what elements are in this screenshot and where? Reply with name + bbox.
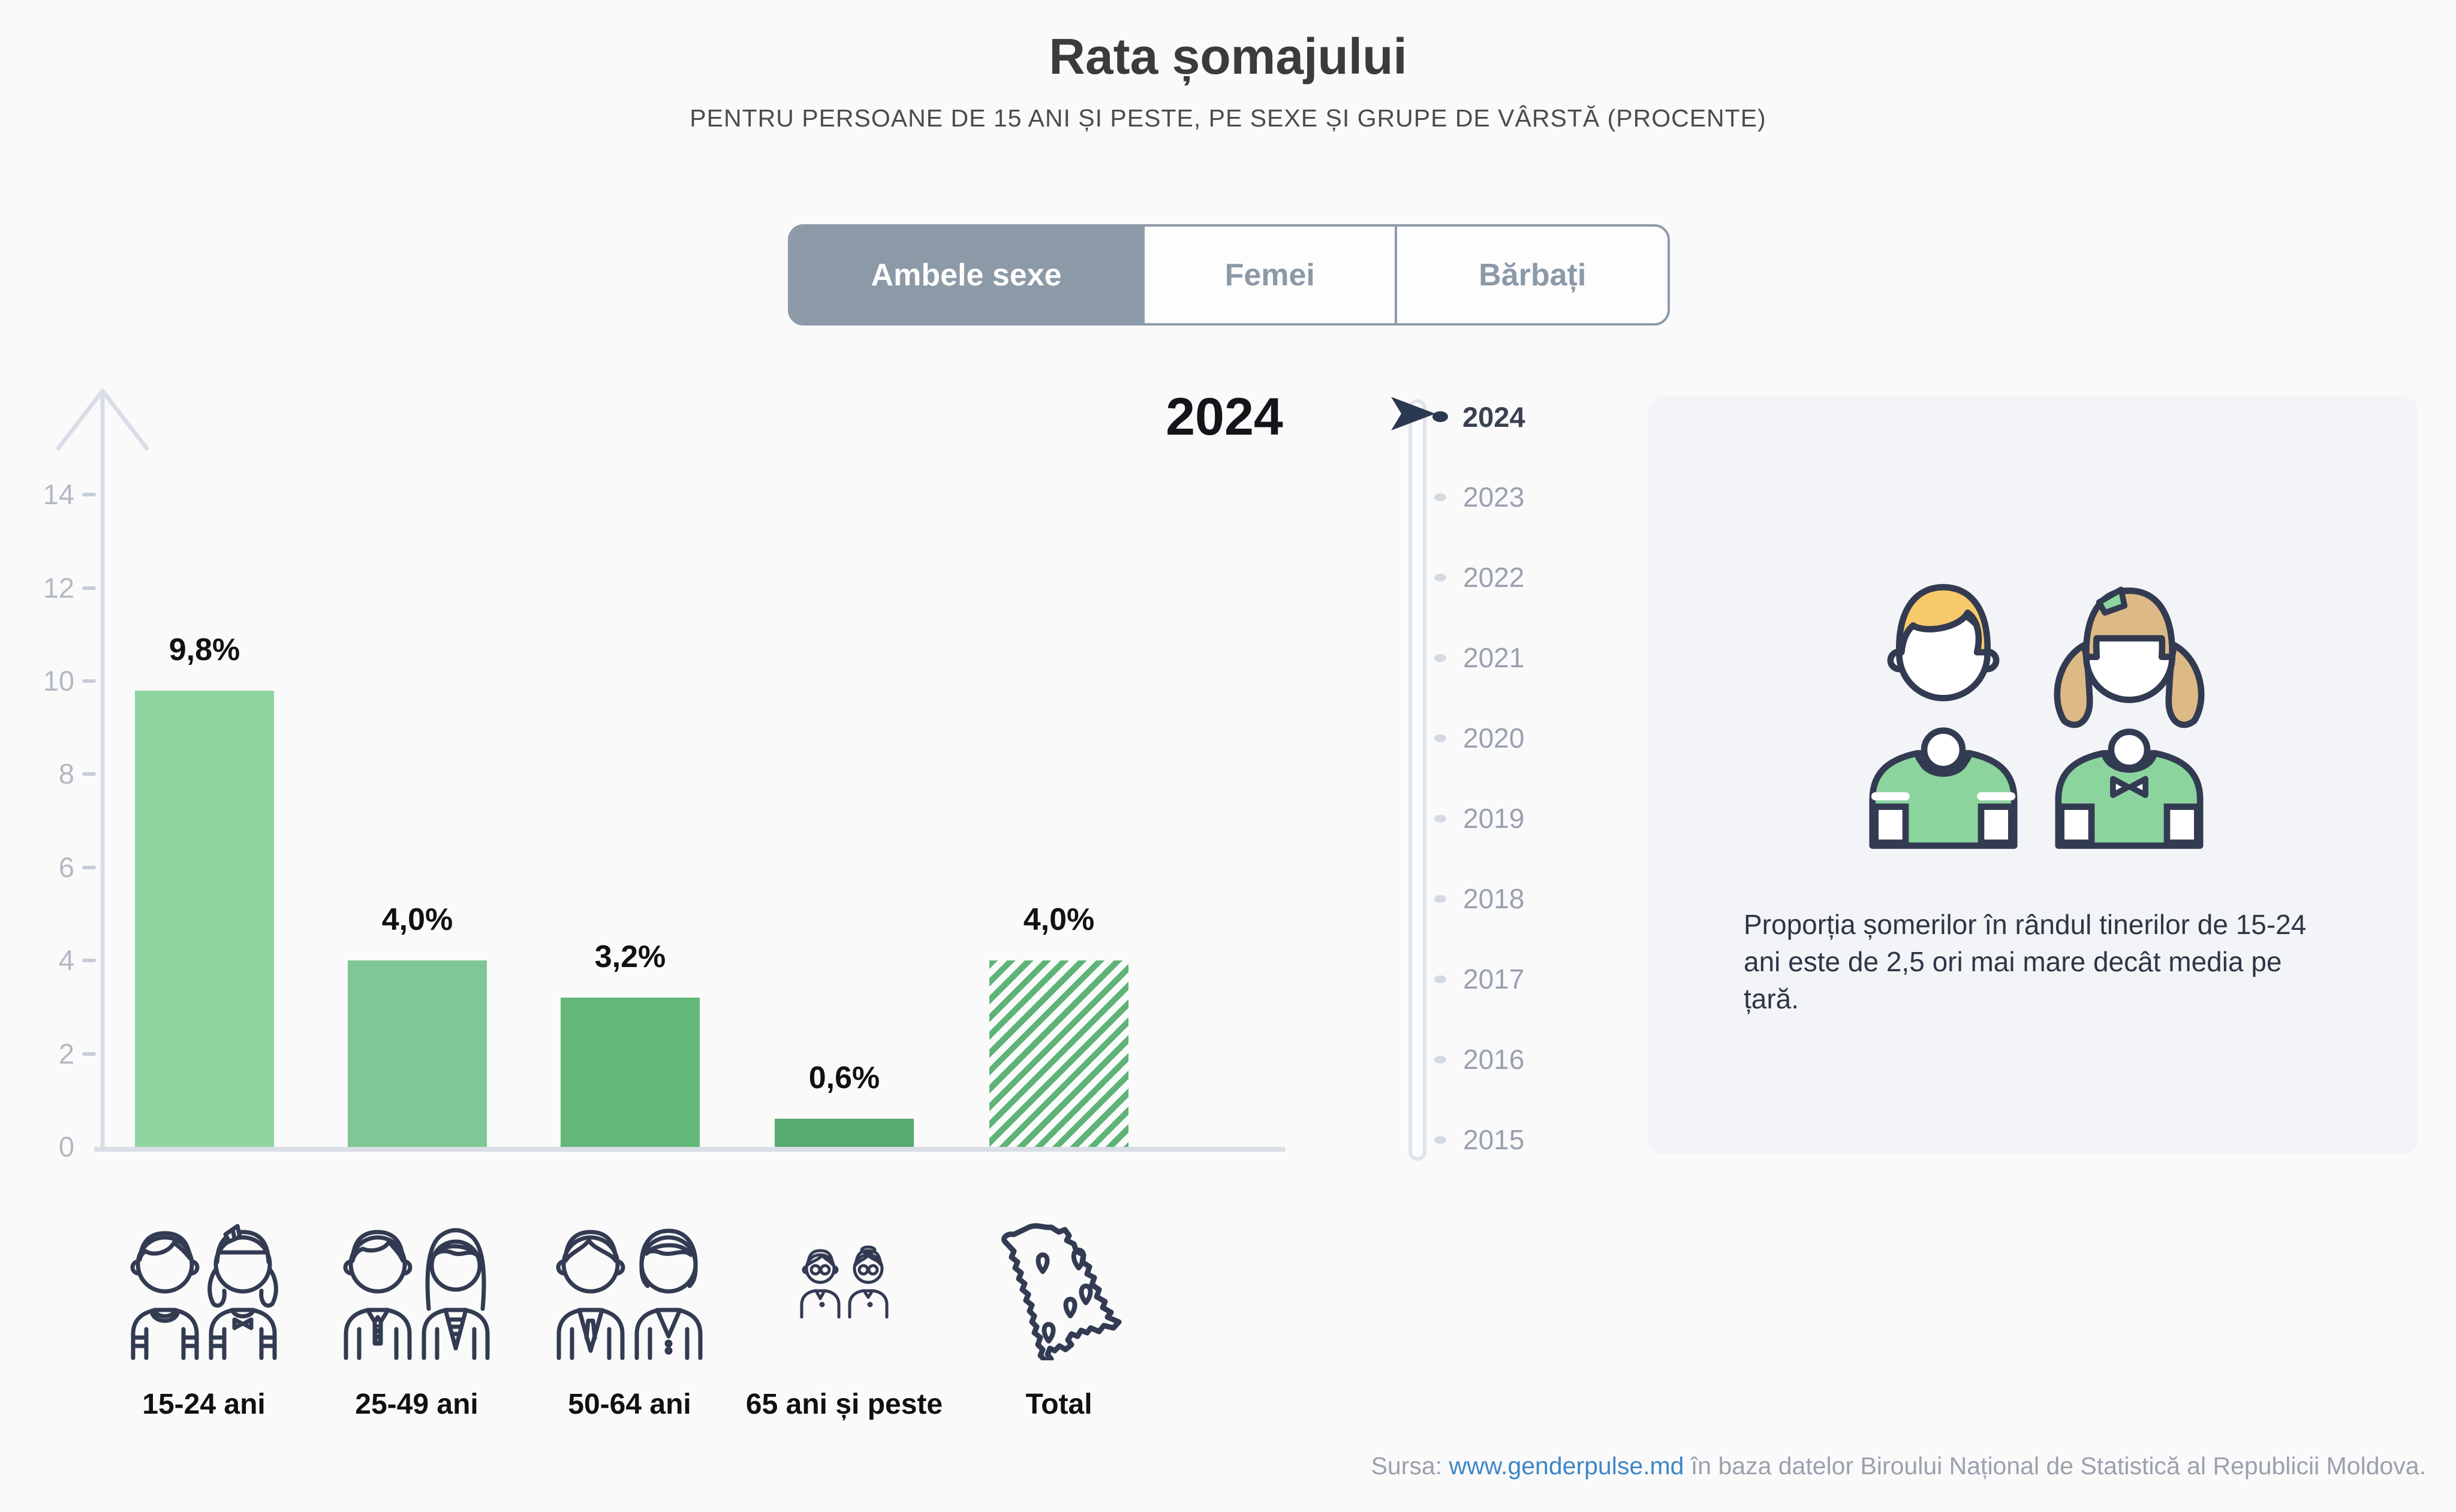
y-axis-tick-label: 12: [43, 571, 74, 604]
y-axis-tick-mark: [82, 772, 96, 776]
timeline-track[interactable]: [1408, 399, 1426, 1161]
timeline-dot: [1432, 411, 1448, 422]
timeline-year-2015[interactable]: 2015: [1427, 1120, 1524, 1159]
category-label-65-plus: 65 ani și peste: [745, 1388, 943, 1420]
page-title: Rata șomajului: [1049, 28, 1407, 85]
x-axis: [94, 1147, 1285, 1152]
category-25-49-ani: 25-49 ani: [261, 1202, 573, 1421]
chart-year-label: 2024: [1166, 387, 1283, 446]
timeline-year-label: 2022: [1463, 562, 1525, 593]
timeline-year-label: 2024: [1462, 400, 1525, 433]
youth-boy-and-girl-icon: [1868, 584, 2204, 849]
bar-value-label: 0,6%: [808, 1061, 880, 1095]
timeline-dot: [1434, 975, 1446, 983]
timeline-dot: [1434, 653, 1446, 662]
chart-bar-15-24-ani[interactable]: 9,8%: [135, 632, 274, 1147]
timeline-year-label: 2018: [1463, 883, 1525, 914]
y-axis-tick-label: 2: [58, 1037, 74, 1070]
y-axis-tick-mark: [82, 1052, 96, 1056]
timeline-year-2016[interactable]: 2016: [1427, 1040, 1524, 1079]
timeline-year-2017[interactable]: 2017: [1427, 959, 1524, 999]
moldova-map-pins-icon: [1001, 1223, 1122, 1360]
source-line: Sursa: www.genderpulse.md în baza datelo…: [1371, 1452, 2426, 1480]
timeline-dot: [1434, 734, 1446, 742]
timeline-dot: [1434, 573, 1446, 582]
category-15-24-ani: 15-24 ani: [48, 1202, 360, 1421]
timeline-year-label: 2016: [1463, 1044, 1525, 1075]
y-axis-tick-mark: [82, 679, 96, 683]
tab-barbati[interactable]: Bărbați: [1397, 227, 1668, 323]
source-suffix: în baza datelor Biroului Național de Sta…: [1690, 1452, 2426, 1480]
timeline-year-2022[interactable]: 2022: [1427, 558, 1524, 597]
sex-filter-tabs: Ambele sexe Femei Bărbați: [788, 224, 1670, 326]
timeline-year-2020[interactable]: 2020: [1427, 718, 1524, 758]
timeline-dot: [1434, 894, 1446, 903]
y-axis-tick-mark: [82, 865, 96, 869]
timeline-year-label: 2019: [1463, 803, 1525, 834]
timeline-year-label: 2021: [1463, 642, 1525, 673]
info-panel: Proporția șomerilor în rândul tinerilor …: [1648, 396, 2418, 1154]
timeline-dot: [1434, 814, 1446, 823]
chart-bar-65-ani-și-peste[interactable]: 0,6%: [775, 1061, 914, 1147]
timeline-year-2018[interactable]: 2018: [1427, 879, 1524, 918]
chart-bar-50-64-ani[interactable]: 3,2%: [561, 939, 700, 1147]
bar-value-label: 4,0%: [1023, 902, 1095, 937]
info-text: Proporția șomerilor în rândul tinerilor …: [1744, 909, 2307, 1014]
y-axis-tick-label: 14: [43, 478, 74, 511]
chart-bar-25-49-ani[interactable]: 4,0%: [348, 902, 487, 1147]
category-50-64-ani: 50-64 ani: [474, 1202, 785, 1421]
source-link[interactable]: www.genderpulse.md: [1449, 1452, 1684, 1480]
timeline-dot: [1434, 1135, 1446, 1144]
chart-bar-total[interactable]: 4,0%: [989, 902, 1128, 1147]
y-axis-tick-mark: [82, 959, 96, 963]
y-axis-tick-mark: [82, 493, 96, 497]
boy-and-girl-icon: [130, 1224, 278, 1360]
y-axis-tick-label: 6: [58, 851, 74, 883]
y-axis-tick-mark: [82, 586, 96, 590]
bar-value-label: 4,0%: [381, 902, 453, 937]
tab-ambele-sexe[interactable]: Ambele sexe: [790, 227, 1145, 323]
y-axis-tick-label: 8: [58, 758, 74, 790]
category-label-total: Total: [1025, 1388, 1092, 1420]
tab-femei[interactable]: Femei: [1145, 227, 1398, 323]
timeline-year-2024[interactable]: 2024: [1427, 397, 1525, 436]
page-subtitle: PENTRU PERSOANE DE 15 ANI ȘI PESTE, PE S…: [690, 104, 1766, 132]
timeline-year-label: 2015: [1463, 1124, 1525, 1155]
timeline-year-label: 2017: [1463, 963, 1525, 995]
y-axis-tick-label: 0: [58, 1131, 74, 1162]
category-label-15-24: 15-24 ani: [142, 1388, 266, 1420]
source-prefix: Sursa:: [1371, 1452, 1443, 1480]
senior-man-and-woman-suits-icon: [556, 1228, 703, 1360]
category-label-50-64: 50-64 ani: [568, 1388, 691, 1420]
category-65-plus: 65 ani și peste: [688, 1202, 1000, 1421]
timeline-year-label: 2020: [1463, 722, 1525, 754]
man-and-woman-icon: [343, 1228, 490, 1360]
category-label-25-49: 25-49 ani: [355, 1388, 478, 1420]
category-total: Total: [903, 1202, 1215, 1421]
bar-value-label: 9,8%: [168, 632, 240, 667]
timeline-year-2019[interactable]: 2019: [1427, 799, 1524, 838]
timeline-dot: [1434, 493, 1446, 501]
timeline-year-2021[interactable]: 2021: [1427, 638, 1524, 677]
y-axis-tick-label: 10: [43, 665, 74, 697]
elderly-couple-glasses-icon: [800, 1245, 889, 1318]
timeline-cursor-arrow-icon[interactable]: [1391, 397, 1435, 430]
timeline-year-label: 2023: [1463, 481, 1525, 513]
timeline-year-2023[interactable]: 2023: [1427, 477, 1524, 517]
timeline-dot: [1434, 1055, 1446, 1064]
y-axis-arrow-icon: [56, 388, 149, 1152]
bar-value-label: 3,2%: [594, 939, 666, 974]
y-axis-tick-label: 4: [58, 944, 74, 977]
